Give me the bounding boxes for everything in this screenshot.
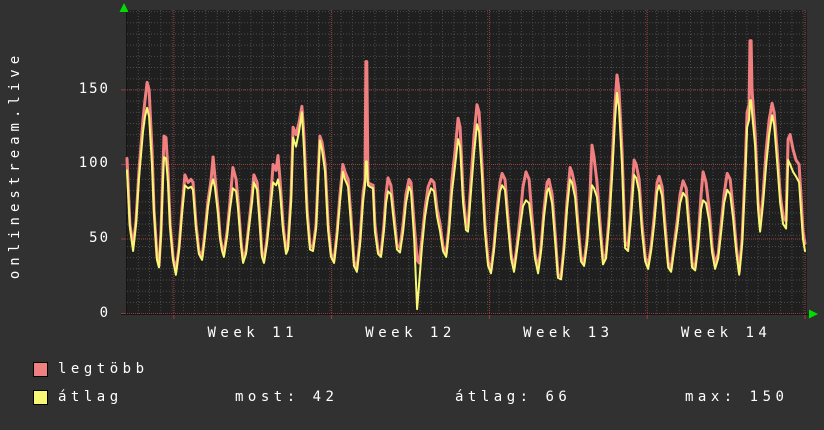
y-tick-label-50: 50 bbox=[89, 230, 110, 247]
x-tick-label-week: Week 14 bbox=[680, 325, 772, 341]
y-tick-label-100: 100 bbox=[78, 155, 110, 172]
atlag-color-swatch bbox=[33, 389, 48, 405]
stat-most: most: 42 bbox=[235, 389, 339, 405]
legend-label-legtobb: legtöbb bbox=[58, 361, 149, 377]
y-tick-label-150: 150 bbox=[78, 80, 110, 97]
y-tick-label-0: 0 bbox=[99, 304, 110, 321]
legtobb-color-swatch bbox=[33, 361, 48, 377]
legend-item-legtobb: legtöbb bbox=[33, 361, 149, 377]
legend-label-atlag: átlag bbox=[58, 389, 123, 405]
x-tick-label-week: Week 11 bbox=[207, 325, 299, 341]
stat-max: max: 150 bbox=[685, 389, 789, 405]
x-tick-label-week: Week 13 bbox=[523, 325, 614, 341]
series-line-atlag bbox=[126, 91, 806, 311]
x-tick-label-week: Week 12 bbox=[365, 325, 456, 341]
legend-item-atlag: átlag bbox=[33, 389, 123, 405]
stat-atlag: átlag: 66 bbox=[455, 389, 572, 405]
y-axis-arrow-icon bbox=[119, 3, 129, 12]
x-axis-arrow-icon bbox=[809, 309, 818, 319]
